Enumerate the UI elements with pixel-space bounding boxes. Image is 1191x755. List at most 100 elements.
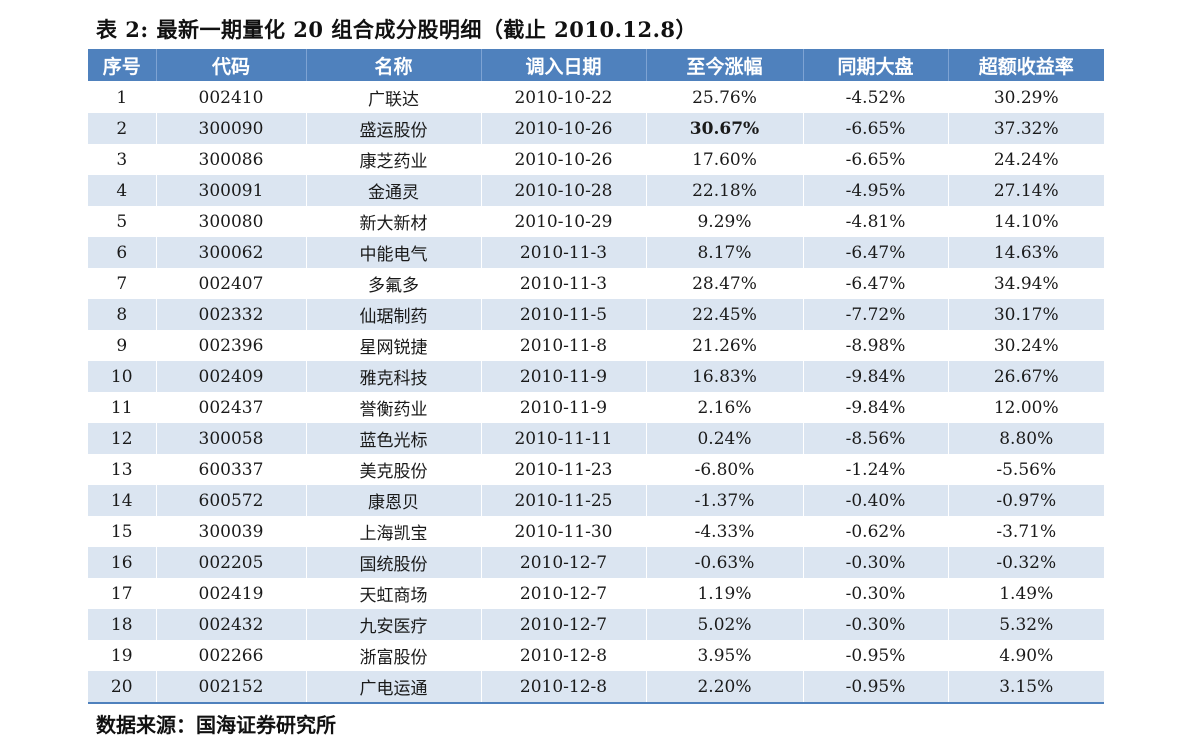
cell-excess: 26.67% bbox=[948, 361, 1104, 392]
col-header-gain: 至今涨幅 bbox=[646, 49, 804, 82]
cell-gain: 8.17% bbox=[646, 237, 804, 268]
cell-gain: -0.63% bbox=[646, 547, 804, 578]
cell-name: 蓝色光标 bbox=[306, 423, 482, 454]
cell-index: 13 bbox=[88, 454, 157, 485]
cell-excess: 34.94% bbox=[948, 268, 1104, 299]
cell-name: 九安医疗 bbox=[306, 609, 482, 640]
cell-code: 300039 bbox=[156, 516, 307, 547]
table-row: 2 300090 盛运股份 2010-10-26 30.67% -6.65% 37.32% bbox=[88, 113, 1104, 144]
cell-gain: -1.37% bbox=[646, 485, 804, 516]
cell-name: 盛运股份 bbox=[306, 113, 482, 144]
cell-index: 3 bbox=[88, 144, 157, 175]
cell-excess: 37.32% bbox=[948, 113, 1104, 144]
cell-excess: 27.14% bbox=[948, 175, 1104, 206]
col-header-name: 名称 bbox=[306, 49, 482, 82]
cell-excess: 12.00% bbox=[948, 392, 1104, 423]
cell-name: 雅克科技 bbox=[306, 361, 482, 392]
cell-code: 002407 bbox=[156, 268, 307, 299]
cell-market: -0.30% bbox=[803, 578, 949, 609]
cell-code: 002409 bbox=[156, 361, 307, 392]
table-row: 5 300080 新大新材 2010-10-29 9.29% -4.81% 14.10% bbox=[88, 206, 1104, 237]
cell-excess: 14.10% bbox=[948, 206, 1104, 237]
cell-date: 2010-11-3 bbox=[481, 237, 647, 268]
cell-name: 上海凯宝 bbox=[306, 516, 482, 547]
cell-gain: 25.76% bbox=[646, 81, 804, 113]
table-row: 9 002396 星网锐捷 2010-11-8 21.26% -8.98% 30.24% bbox=[88, 330, 1104, 361]
cell-market: -9.84% bbox=[803, 392, 949, 423]
table-row: 13 600337 美克股份 2010-11-23 -6.80% -1.24% -5.56% bbox=[88, 454, 1104, 485]
col-header-excess: 超额收益率 bbox=[948, 49, 1104, 82]
table-row: 10 002409 雅克科技 2010-11-9 16.83% -9.84% 26.67% bbox=[88, 361, 1104, 392]
table-row: 20 002152 广电运通 2010-12-8 2.20% -0.95% 3.15% bbox=[88, 671, 1104, 704]
table-row: 16 002205 国统股份 2010-12-7 -0.63% -0.30% -0.32% bbox=[88, 547, 1104, 578]
cell-gain: -6.80% bbox=[646, 454, 804, 485]
cell-excess: 3.15% bbox=[948, 671, 1104, 704]
cell-market: -0.30% bbox=[803, 609, 949, 640]
cell-code: 300058 bbox=[156, 423, 307, 454]
table-row: 17 002419 天虹商场 2010-12-7 1.19% -0.30% 1.49% bbox=[88, 578, 1104, 609]
cell-code: 002419 bbox=[156, 578, 307, 609]
cell-gain: 30.67% bbox=[646, 113, 804, 144]
cell-market: -4.52% bbox=[803, 81, 949, 113]
cell-market: -4.95% bbox=[803, 175, 949, 206]
cell-code: 002332 bbox=[156, 299, 307, 330]
cell-excess: -0.32% bbox=[948, 547, 1104, 578]
cell-market: -4.81% bbox=[803, 206, 949, 237]
cell-name: 浙富股份 bbox=[306, 640, 482, 671]
cell-code: 002410 bbox=[156, 81, 307, 113]
cell-index: 11 bbox=[88, 392, 157, 423]
col-header-code: 代码 bbox=[156, 49, 307, 82]
table-row: 19 002266 浙富股份 2010-12-8 3.95% -0.95% 4.90% bbox=[88, 640, 1104, 671]
cell-gain: 1.19% bbox=[646, 578, 804, 609]
col-header-date: 调入日期 bbox=[481, 49, 647, 82]
cell-name: 仙琚制药 bbox=[306, 299, 482, 330]
table-row: 14 600572 康恩贝 2010-11-25 -1.37% -0.40% -0.97% bbox=[88, 485, 1104, 516]
cell-market: -6.65% bbox=[803, 113, 949, 144]
cell-date: 2010-11-23 bbox=[481, 454, 647, 485]
cell-date: 2010-10-26 bbox=[481, 144, 647, 175]
cell-excess: -0.97% bbox=[948, 485, 1104, 516]
cell-gain: 16.83% bbox=[646, 361, 804, 392]
cell-gain: 5.02% bbox=[646, 609, 804, 640]
cell-date: 2010-12-7 bbox=[481, 609, 647, 640]
cell-code: 600337 bbox=[156, 454, 307, 485]
cell-name: 美克股份 bbox=[306, 454, 482, 485]
cell-index: 14 bbox=[88, 485, 157, 516]
cell-index: 20 bbox=[88, 671, 157, 704]
cell-name: 国统股份 bbox=[306, 547, 482, 578]
cell-index: 1 bbox=[88, 81, 157, 113]
cell-market: -6.47% bbox=[803, 237, 949, 268]
cell-market: -7.72% bbox=[803, 299, 949, 330]
cell-excess: -3.71% bbox=[948, 516, 1104, 547]
cell-code: 300086 bbox=[156, 144, 307, 175]
cell-index: 4 bbox=[88, 175, 157, 206]
cell-date: 2010-11-11 bbox=[481, 423, 647, 454]
cell-date: 2010-11-30 bbox=[481, 516, 647, 547]
cell-name: 广电运通 bbox=[306, 671, 482, 704]
cell-market: -0.40% bbox=[803, 485, 949, 516]
cell-index: 7 bbox=[88, 268, 157, 299]
table-row: 1 002410 广联达 2010-10-22 25.76% -4.52% 30.29% bbox=[88, 81, 1104, 113]
cell-gain: 9.29% bbox=[646, 206, 804, 237]
cell-market: -0.95% bbox=[803, 671, 949, 704]
cell-index: 19 bbox=[88, 640, 157, 671]
cell-date: 2010-10-28 bbox=[481, 175, 647, 206]
table-row: 11 002437 誉衡药业 2010-11-9 2.16% -9.84% 12.00% bbox=[88, 392, 1104, 423]
table-body: 1 002410 广联达 2010-10-22 25.76% -4.52% 30.29% 2 3… bbox=[88, 81, 1104, 704]
cell-name: 康芝药业 bbox=[306, 144, 482, 175]
cell-gain: 17.60% bbox=[646, 144, 804, 175]
cell-gain: 22.18% bbox=[646, 175, 804, 206]
cell-excess: 30.24% bbox=[948, 330, 1104, 361]
table-row: 8 002332 仙琚制药 2010-11-5 22.45% -7.72% 30.17% bbox=[88, 299, 1104, 330]
table-row: 12 300058 蓝色光标 2010-11-11 0.24% -8.56% 8.80% bbox=[88, 423, 1104, 454]
cell-index: 8 bbox=[88, 299, 157, 330]
table-row: 15 300039 上海凯宝 2010-11-30 -4.33% -0.62% -3.71% bbox=[88, 516, 1104, 547]
cell-index: 15 bbox=[88, 516, 157, 547]
table-row: 18 002432 九安医疗 2010-12-7 5.02% -0.30% 5.32% bbox=[88, 609, 1104, 640]
cell-excess: 5.32% bbox=[948, 609, 1104, 640]
cell-date: 2010-12-8 bbox=[481, 640, 647, 671]
holdings-table: 序号 代码 名称 调入日期 至今涨幅 同期大盘 超额收益率 1 002410 广联达… bbox=[88, 49, 1104, 704]
cell-code: 300062 bbox=[156, 237, 307, 268]
cell-index: 10 bbox=[88, 361, 157, 392]
table-row: 4 300091 金通灵 2010-10-28 22.18% -4.95% 27.14% bbox=[88, 175, 1104, 206]
